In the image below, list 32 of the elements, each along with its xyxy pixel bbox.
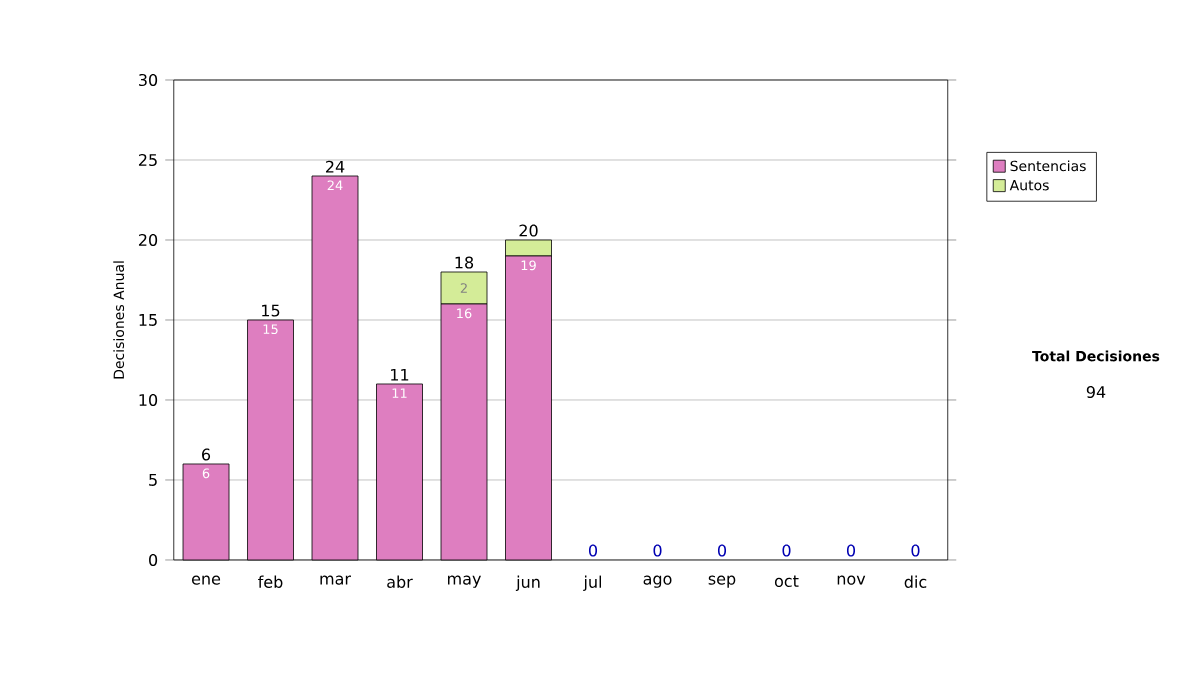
x-tick-label: sep	[708, 575, 736, 588]
total-label: 11	[391, 368, 409, 381]
total-label: 20	[519, 224, 538, 237]
total-label: 15	[262, 304, 280, 317]
y-tick-label: 15	[139, 314, 157, 326]
total-label: 0	[911, 544, 920, 557]
x-tick-label: oct	[774, 575, 799, 588]
total-label: 18	[455, 256, 474, 269]
y-tick-label: 10	[139, 393, 158, 407]
total-label: 0	[782, 544, 791, 557]
x-tick-label: mar	[320, 575, 352, 585]
x-tick-label: may	[448, 575, 481, 588]
x-tick-label: abr	[387, 575, 413, 588]
x-tick-label: dic	[904, 575, 927, 588]
total-label: 24	[326, 160, 345, 173]
x-tick-label: jul	[583, 575, 602, 592]
total-label: 0	[588, 544, 598, 557]
x-tick-label: ene	[191, 575, 221, 585]
y-tick-label: 30	[139, 73, 158, 87]
y-tick-label: 25	[138, 153, 157, 167]
total-label: 6	[202, 448, 211, 461]
total-label: 0	[717, 544, 727, 557]
total-label: 0	[846, 544, 856, 557]
y-tick-label: 5	[149, 474, 157, 486]
y-tick-label: 20	[138, 233, 158, 247]
y-tick-label: 0	[149, 553, 158, 567]
text: 94	[1086, 385, 1106, 399]
x-tick-label: feb	[258, 575, 283, 588]
total-label: 0	[653, 544, 662, 557]
x-tick-label: jun	[515, 575, 540, 592]
x-tick-label: nov	[837, 575, 866, 585]
x-tick-label: ago	[643, 575, 672, 588]
